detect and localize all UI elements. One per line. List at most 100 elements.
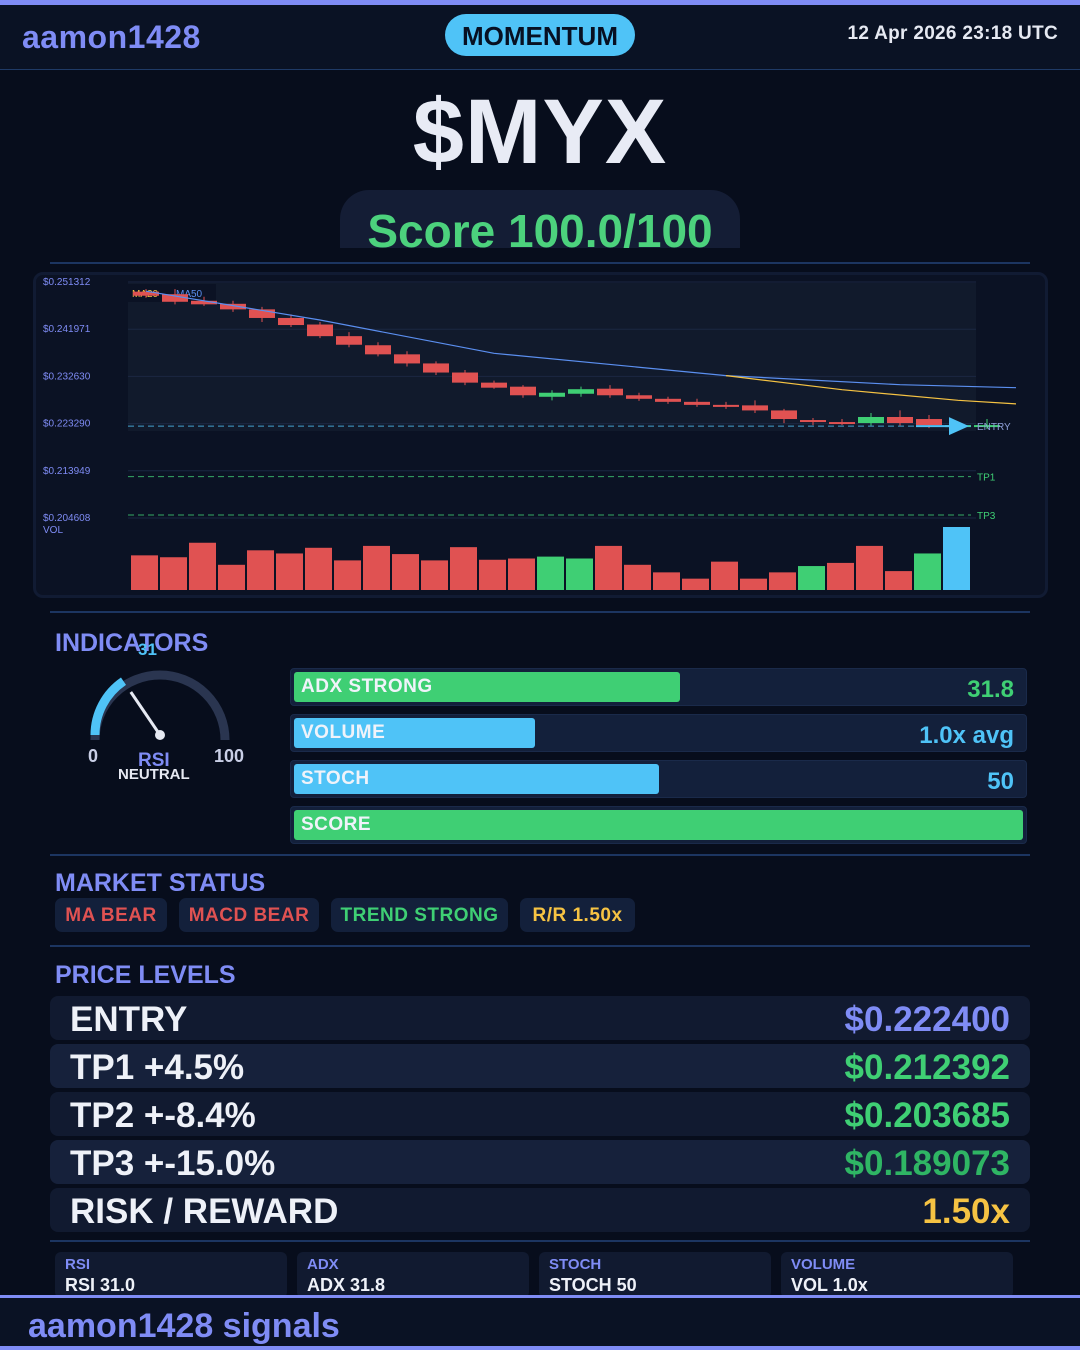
volume-bar <box>421 560 448 590</box>
stoch-bar-fill <box>294 764 659 794</box>
footer-brand: aamon1428 signals <box>28 1307 340 1345</box>
volume-bar <box>682 578 709 590</box>
divider <box>50 611 1030 613</box>
adx-bar-label: ADX STRONG <box>301 676 433 697</box>
candle <box>452 372 478 383</box>
volume-bar: VOLUME 1.0x avg <box>290 714 1027 752</box>
stat-card-title: ADX <box>307 1256 339 1273</box>
volume-bar <box>943 527 970 590</box>
candle <box>423 363 449 373</box>
status-chip-ma: MA BEAR <box>55 898 167 932</box>
legend-ma50: MA50 <box>176 289 203 300</box>
ma20-line <box>725 375 1017 405</box>
volume-bar <box>363 545 390 590</box>
price-chart: $0.251312 $0.241971 $0.232630 $0.223290 $0.2… <box>43 277 1017 590</box>
legend-box <box>128 284 216 302</box>
candle <box>278 317 304 326</box>
volume-bar <box>160 557 187 590</box>
volume-bar-label: VOLUME <box>301 722 386 743</box>
score-pill <box>340 190 740 248</box>
candle <box>626 395 652 399</box>
footer-bar: aamon1428 signals <box>0 1295 1080 1350</box>
y-tick-label: $0.223290 <box>43 419 91 430</box>
entry-arrow-icon <box>949 417 969 436</box>
candle <box>336 336 362 345</box>
divider <box>50 854 1030 856</box>
y-tick-label: $0.232630 <box>43 371 91 382</box>
score-bar: SCORE <box>290 806 1027 844</box>
rsi-gauge-value: 31 <box>138 640 157 659</box>
candle <box>394 354 420 364</box>
market-status-title: MARKET STATUS <box>55 869 266 897</box>
level-label: ENTRY <box>70 1000 188 1039</box>
y-tick-label: $0.213949 <box>43 466 91 477</box>
stoch-bar-value: 50 <box>987 768 1014 795</box>
gauge-value-arc <box>90 677 127 736</box>
adx-bar: ADX STRONG 31.8 <box>290 668 1027 706</box>
candle <box>829 422 855 425</box>
level-row-tp3: TP3 +-15.0% $0.189073 <box>50 1140 1030 1184</box>
candle <box>220 303 246 310</box>
volume-bar <box>508 558 535 590</box>
stat-card-rsi: RSI RSI 31.0 <box>55 1252 287 1298</box>
stat-card-title: STOCH <box>549 1256 602 1273</box>
volume-bar <box>769 572 796 590</box>
y-tick-label: $0.241971 <box>43 324 91 335</box>
level-row-tp1: TP1 +4.5% $0.212392 <box>50 1044 1030 1088</box>
candle <box>974 425 1000 428</box>
adx-bar-value: 31.8 <box>967 676 1014 703</box>
stat-card-adx: ADX ADX 31.8 <box>297 1252 529 1298</box>
stat-card-value: ADX 31.8 <box>307 1275 386 1295</box>
candle <box>597 388 623 396</box>
ticker-symbol: $MYX <box>412 81 668 183</box>
candle <box>481 382 507 388</box>
brand-name: aamon1428 <box>22 19 201 55</box>
stoch-bar: STOCH 50 <box>290 760 1027 798</box>
level-value: $0.222400 <box>844 1000 1010 1039</box>
level-row-risk-reward: RISK / REWARD 1.50x <box>50 1188 1030 1232</box>
volume-bar <box>334 560 361 590</box>
rsi-gauge-max: 100 <box>214 746 245 766</box>
stat-card-stoch: STOCH STOCH 50 <box>539 1252 771 1298</box>
level-label: TP2 +-8.4% <box>70 1096 256 1135</box>
score-bar-fill <box>294 810 1023 840</box>
candle <box>887 416 913 424</box>
volume-bar <box>537 556 564 590</box>
volume-bar <box>798 566 825 590</box>
stat-card-title: RSI <box>65 1256 91 1273</box>
level-value: $0.212392 <box>844 1048 1010 1087</box>
candle <box>916 419 942 426</box>
price-levels-title: PRICE LEVELS <box>55 961 236 989</box>
stat-card-volume: VOLUME VOL 1.0x <box>781 1252 1013 1298</box>
level-label: RISK / REWARD <box>70 1192 339 1231</box>
status-chip-macd: MACD BEAR <box>179 898 319 932</box>
rsi-gauge-min: 0 <box>88 746 99 766</box>
candle <box>771 410 797 420</box>
volume-bar <box>566 558 593 590</box>
level-label: TP1 +4.5% <box>70 1048 245 1087</box>
candle <box>684 401 710 405</box>
volume-bar <box>827 562 854 590</box>
stat-card-value: STOCH 50 <box>549 1275 637 1295</box>
volume-bar <box>595 545 622 590</box>
ma50-line <box>145 290 1017 389</box>
volume-bar <box>305 547 332 590</box>
volume-bar-value: 1.0x avg <box>919 722 1014 749</box>
stoch-bar-label: STOCH <box>301 768 370 789</box>
volume-label: VOL <box>43 525 63 536</box>
candle <box>655 398 681 402</box>
volume-bar <box>914 553 941 590</box>
candle <box>568 389 594 394</box>
divider <box>50 262 1030 264</box>
rsi-gauge-label: RSI <box>138 750 170 771</box>
tp1-line-label: TP1 <box>977 473 996 484</box>
candle <box>307 324 333 337</box>
level-value: $0.189073 <box>844 1144 1010 1183</box>
candle <box>365 345 391 355</box>
candle <box>713 404 739 407</box>
level-row-tp2: TP2 +-8.4% $0.203685 <box>50 1092 1030 1136</box>
divider <box>50 945 1030 947</box>
volume-bar <box>856 545 883 590</box>
top-bar: aamon1428 MOMENTUM 12 Apr 2026 23:18 UTC <box>0 0 1080 70</box>
candle <box>133 291 159 296</box>
